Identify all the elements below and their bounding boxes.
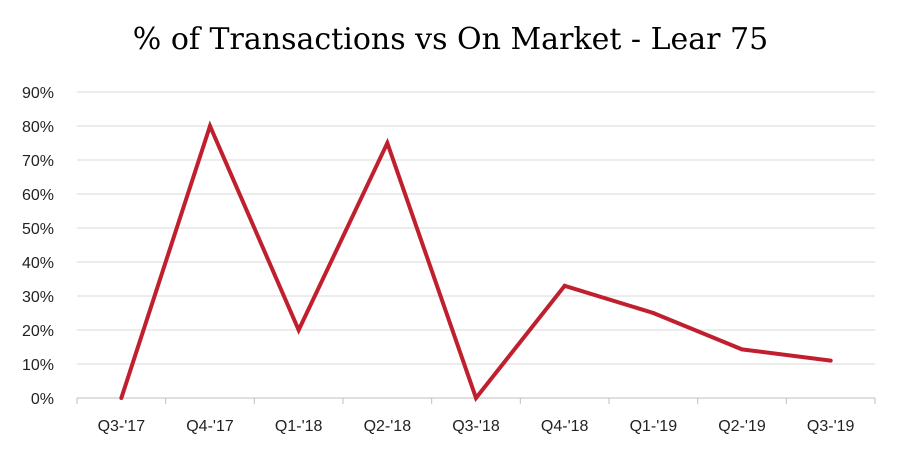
x-tick-label: Q3-'18 [452, 418, 500, 435]
y-tick-label: 20% [22, 323, 54, 340]
x-tick-label: Q2-'18 [364, 418, 412, 435]
data-point [740, 347, 744, 352]
data-point [385, 141, 390, 145]
data-point [562, 283, 567, 288]
x-tick-label: Q3-'19 [807, 418, 855, 435]
y-tick-label: 70% [22, 153, 54, 170]
y-tick-label: 10% [22, 357, 54, 374]
y-tick-label: 40% [22, 255, 54, 272]
y-tick-label: 0% [31, 391, 54, 408]
chart-title: % of Transactions vs On Market - Lear 75 [132, 22, 769, 57]
data-point [208, 124, 212, 128]
data-point [828, 358, 833, 363]
y-tick-label: 80% [22, 119, 54, 136]
y-tick-label: 90% [22, 85, 54, 102]
y-tick-label: 30% [22, 289, 54, 306]
x-tick-label: Q1-'18 [275, 418, 323, 435]
data-point [651, 311, 656, 315]
gridlines [77, 91, 875, 365]
series-layer [119, 120, 833, 403]
x-tick-label: Q3-'17 [98, 418, 146, 435]
x-tick-label: Q1-'19 [630, 418, 678, 435]
y-axis-tick-labels: 0% 10% 20% 30% 40% 50% 60% 70% 80% 90% [22, 85, 54, 408]
x-tick-label: Q4-'18 [541, 418, 589, 435]
data-point [474, 396, 478, 400]
x-tick-label: Q2-'19 [718, 418, 766, 435]
x-tick-label: Q4-'17 [186, 418, 234, 435]
y-tick-label: 60% [22, 187, 54, 204]
data-point [119, 396, 124, 400]
y-tick-label: 50% [22, 221, 54, 238]
data-point [296, 328, 301, 332]
x-axis-tick-labels: Q3-'17 Q4-'17 Q1-'18 Q2-'18 Q3-'18 Q4-'18 Q1-'… [98, 418, 855, 435]
